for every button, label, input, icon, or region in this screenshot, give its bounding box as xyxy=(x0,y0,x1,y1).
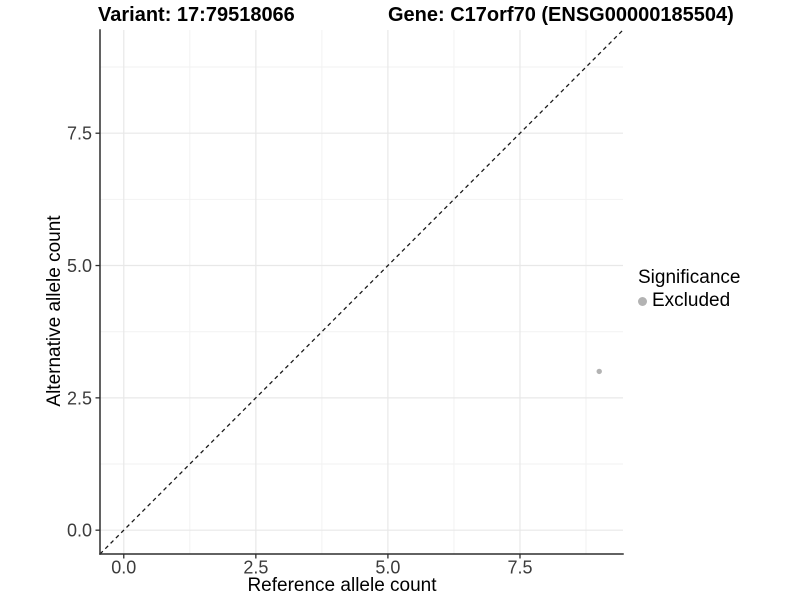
legend-item-label: Excluded xyxy=(652,290,731,311)
legend-title: Significance xyxy=(638,267,741,288)
x-axis-title: Reference allele count xyxy=(247,575,437,596)
x-tick-label: 2.5 xyxy=(243,558,268,578)
data-point xyxy=(596,368,602,375)
x-tick-label: 7.5 xyxy=(507,558,532,578)
legend-item-excluded: Excluded xyxy=(638,290,740,312)
y-tick-label: 5.0 xyxy=(67,256,92,276)
y-tick-label: 0.0 xyxy=(67,521,92,541)
x-tick-label: 0.0 xyxy=(111,558,136,578)
y-tick-label: 2.5 xyxy=(67,388,92,408)
legend: Significance Excluded xyxy=(638,266,740,312)
y-axis-title: Alternative allele count xyxy=(44,215,65,407)
legend-key-dot-icon xyxy=(638,296,647,306)
plot-title-variant: Variant: 17:79518066 xyxy=(98,4,295,26)
identity-line xyxy=(99,29,624,555)
y-tick-label: 7.5 xyxy=(67,124,92,144)
x-tick-label: 5.0 xyxy=(375,558,400,578)
plot-title-gene: Gene: C17orf70 (ENSG00000185504) xyxy=(388,4,734,26)
